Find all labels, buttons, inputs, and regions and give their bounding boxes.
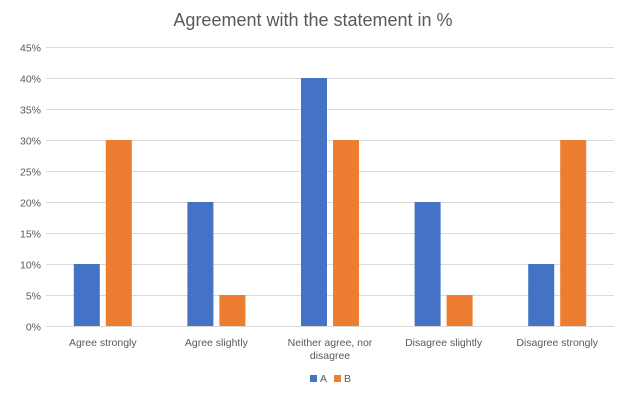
y-tick-label: 20% <box>20 198 41 210</box>
legend-label-A: A <box>320 373 327 385</box>
bar-B-2 <box>333 140 359 326</box>
x-category-label: disagree <box>310 350 350 362</box>
x-category-label: Neither agree, nor <box>288 337 373 349</box>
bars <box>73 78 587 326</box>
x-category-label: Disagree strongly <box>516 337 598 349</box>
x-axis-labels: Agree strongly Agree slightly Neither agre… <box>69 337 599 362</box>
bar-B-3 <box>446 295 473 326</box>
legend-label-B: B <box>344 373 351 385</box>
y-tick-label: 25% <box>20 167 41 179</box>
bar-A-3 <box>414 202 441 326</box>
y-tick-label: 15% <box>20 229 41 241</box>
bar-A-4 <box>528 264 555 326</box>
x-category-label: Agree strongly <box>69 337 137 349</box>
bar-A-2 <box>301 78 327 326</box>
y-axis-ticks: 0% 5% 10% 15% 20% 25% 30% 35% 40% 45% <box>20 43 41 334</box>
y-tick-label: 35% <box>20 105 41 117</box>
bar-B-1 <box>219 295 246 326</box>
y-tick-label: 10% <box>20 260 41 272</box>
gridlines <box>46 47 614 327</box>
chart-title: Agreement with the statement in % <box>173 10 453 30</box>
x-category-label: Agree slightly <box>185 337 249 349</box>
bar-A-1 <box>187 202 214 326</box>
y-tick-label: 30% <box>20 136 41 148</box>
y-tick-label: 45% <box>20 43 41 55</box>
bar-A-0 <box>73 264 100 326</box>
y-tick-label: 0% <box>26 322 41 334</box>
y-tick-label: 40% <box>20 74 41 86</box>
y-tick-label: 5% <box>26 291 41 303</box>
legend-swatch-B <box>334 375 341 382</box>
x-category-label: Disagree slightly <box>405 337 483 349</box>
legend-swatch-A <box>310 375 317 382</box>
bar-B-4 <box>560 140 587 326</box>
bar-B-0 <box>105 140 132 326</box>
